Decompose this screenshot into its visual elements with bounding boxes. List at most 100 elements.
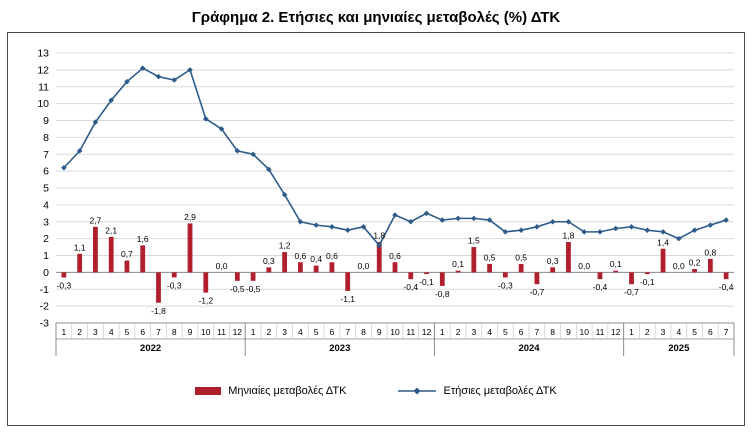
svg-text:-0,5: -0,5	[230, 284, 245, 294]
svg-text:1,2: 1,2	[279, 241, 291, 251]
line-marker	[392, 212, 398, 218]
x-axis-table	[55, 322, 735, 356]
svg-text:-0,4: -0,4	[719, 282, 734, 292]
svg-text:0,3: 0,3	[547, 256, 559, 266]
line-marker	[471, 215, 477, 222]
line-marker	[407, 218, 414, 225]
bar	[124, 260, 130, 273]
svg-text:11: 11	[217, 327, 226, 337]
line-marker	[139, 65, 146, 71]
legend-annual-label: Ετήσιες μεταβολές ΔΤΚ	[443, 385, 557, 397]
svg-text:2,1: 2,1	[105, 225, 117, 235]
svg-text:1: 1	[62, 327, 67, 337]
svg-text:12: 12	[233, 327, 243, 337]
svg-text:-2: -2	[40, 301, 49, 313]
svg-text:6: 6	[330, 327, 335, 337]
svg-text:-0,1: -0,1	[640, 277, 655, 287]
svg-text:2025: 2025	[668, 343, 690, 354]
line-marker	[376, 242, 383, 249]
svg-text:3: 3	[282, 327, 287, 337]
svg-text:-0,3: -0,3	[57, 280, 72, 290]
bar	[534, 272, 540, 285]
svg-text:3: 3	[93, 327, 98, 337]
bar	[471, 247, 477, 273]
bar	[250, 272, 256, 281]
line-marker	[155, 73, 162, 80]
line-marker	[250, 151, 256, 158]
svg-text:10: 10	[579, 327, 589, 337]
line-marker	[549, 218, 556, 225]
svg-text:4: 4	[109, 327, 114, 337]
svg-text:13: 13	[37, 48, 49, 60]
bar	[487, 263, 493, 273]
bar	[424, 272, 429, 275]
svg-text:-0,3: -0,3	[498, 280, 513, 290]
line-marker	[486, 217, 493, 223]
svg-text:12: 12	[611, 327, 621, 337]
svg-text:7: 7	[156, 327, 161, 337]
svg-text:6: 6	[708, 327, 713, 337]
chart-legend: Μηνιαίες μεταβολές ΔΤΚ Ετήσιες μεταβολές…	[8, 385, 744, 397]
svg-text:10: 10	[37, 98, 49, 110]
line-marker	[329, 224, 335, 230]
svg-text:-0,1: -0,1	[419, 277, 434, 287]
svg-text:1,5: 1,5	[468, 236, 480, 246]
bar	[93, 226, 98, 273]
x-axis-year-labels: 2022 2023 2024 2025	[140, 343, 690, 354]
line-marker	[644, 227, 651, 233]
svg-text:8: 8	[43, 132, 49, 144]
svg-text:1,4: 1,4	[657, 237, 669, 247]
bar	[566, 242, 571, 273]
bar	[392, 262, 398, 273]
bar	[61, 272, 67, 278]
bar	[282, 252, 288, 273]
line-marker	[187, 67, 193, 73]
line-marker	[266, 166, 272, 173]
svg-text:0,6: 0,6	[294, 251, 306, 261]
bar	[108, 236, 114, 273]
svg-text:11: 11	[406, 327, 415, 337]
svg-text:4: 4	[43, 199, 49, 211]
svg-text:0,5: 0,5	[484, 252, 496, 262]
line-marker	[344, 227, 351, 233]
svg-text:-1,8: -1,8	[151, 306, 166, 316]
svg-text:7: 7	[535, 327, 540, 337]
line-marker	[628, 224, 635, 230]
svg-text:0,3: 0,3	[263, 256, 275, 266]
svg-text:4: 4	[676, 327, 681, 337]
line-series	[61, 65, 729, 249]
legend-monthly-label: Μηνιαίες μεταβολές ΔΤΚ	[228, 385, 347, 397]
svg-text:0: 0	[43, 267, 49, 279]
bar	[502, 272, 508, 278]
svg-text:-0,4: -0,4	[593, 282, 608, 292]
bar	[376, 242, 382, 273]
svg-text:0,4: 0,4	[310, 254, 322, 264]
svg-text:10: 10	[201, 327, 211, 337]
svg-text:-0,3: -0,3	[167, 280, 182, 290]
svg-text:2023: 2023	[329, 343, 350, 354]
svg-text:0,6: 0,6	[389, 251, 401, 261]
line-marker	[281, 191, 288, 198]
svg-text:3: 3	[471, 327, 476, 337]
svg-text:2022: 2022	[140, 343, 161, 354]
legend-item-monthly: Μηνιαίες μεταβολές ΔΤΚ	[195, 385, 346, 397]
line-marker	[502, 229, 509, 235]
svg-text:1,6: 1,6	[137, 234, 149, 244]
bar-series	[61, 223, 729, 303]
bar	[234, 272, 240, 281]
svg-text:0,2: 0,2	[689, 258, 701, 268]
svg-text:-1,2: -1,2	[198, 296, 213, 306]
line-marker	[360, 224, 367, 230]
svg-text:8: 8	[550, 327, 555, 337]
line-marker	[297, 218, 304, 225]
bar	[707, 258, 713, 273]
svg-text:-0,5: -0,5	[246, 284, 261, 294]
bar	[439, 272, 445, 286]
bar	[187, 223, 193, 273]
line-marker	[565, 218, 572, 225]
svg-text:2024: 2024	[518, 343, 540, 354]
bar	[723, 272, 729, 280]
svg-text:4: 4	[298, 327, 303, 337]
